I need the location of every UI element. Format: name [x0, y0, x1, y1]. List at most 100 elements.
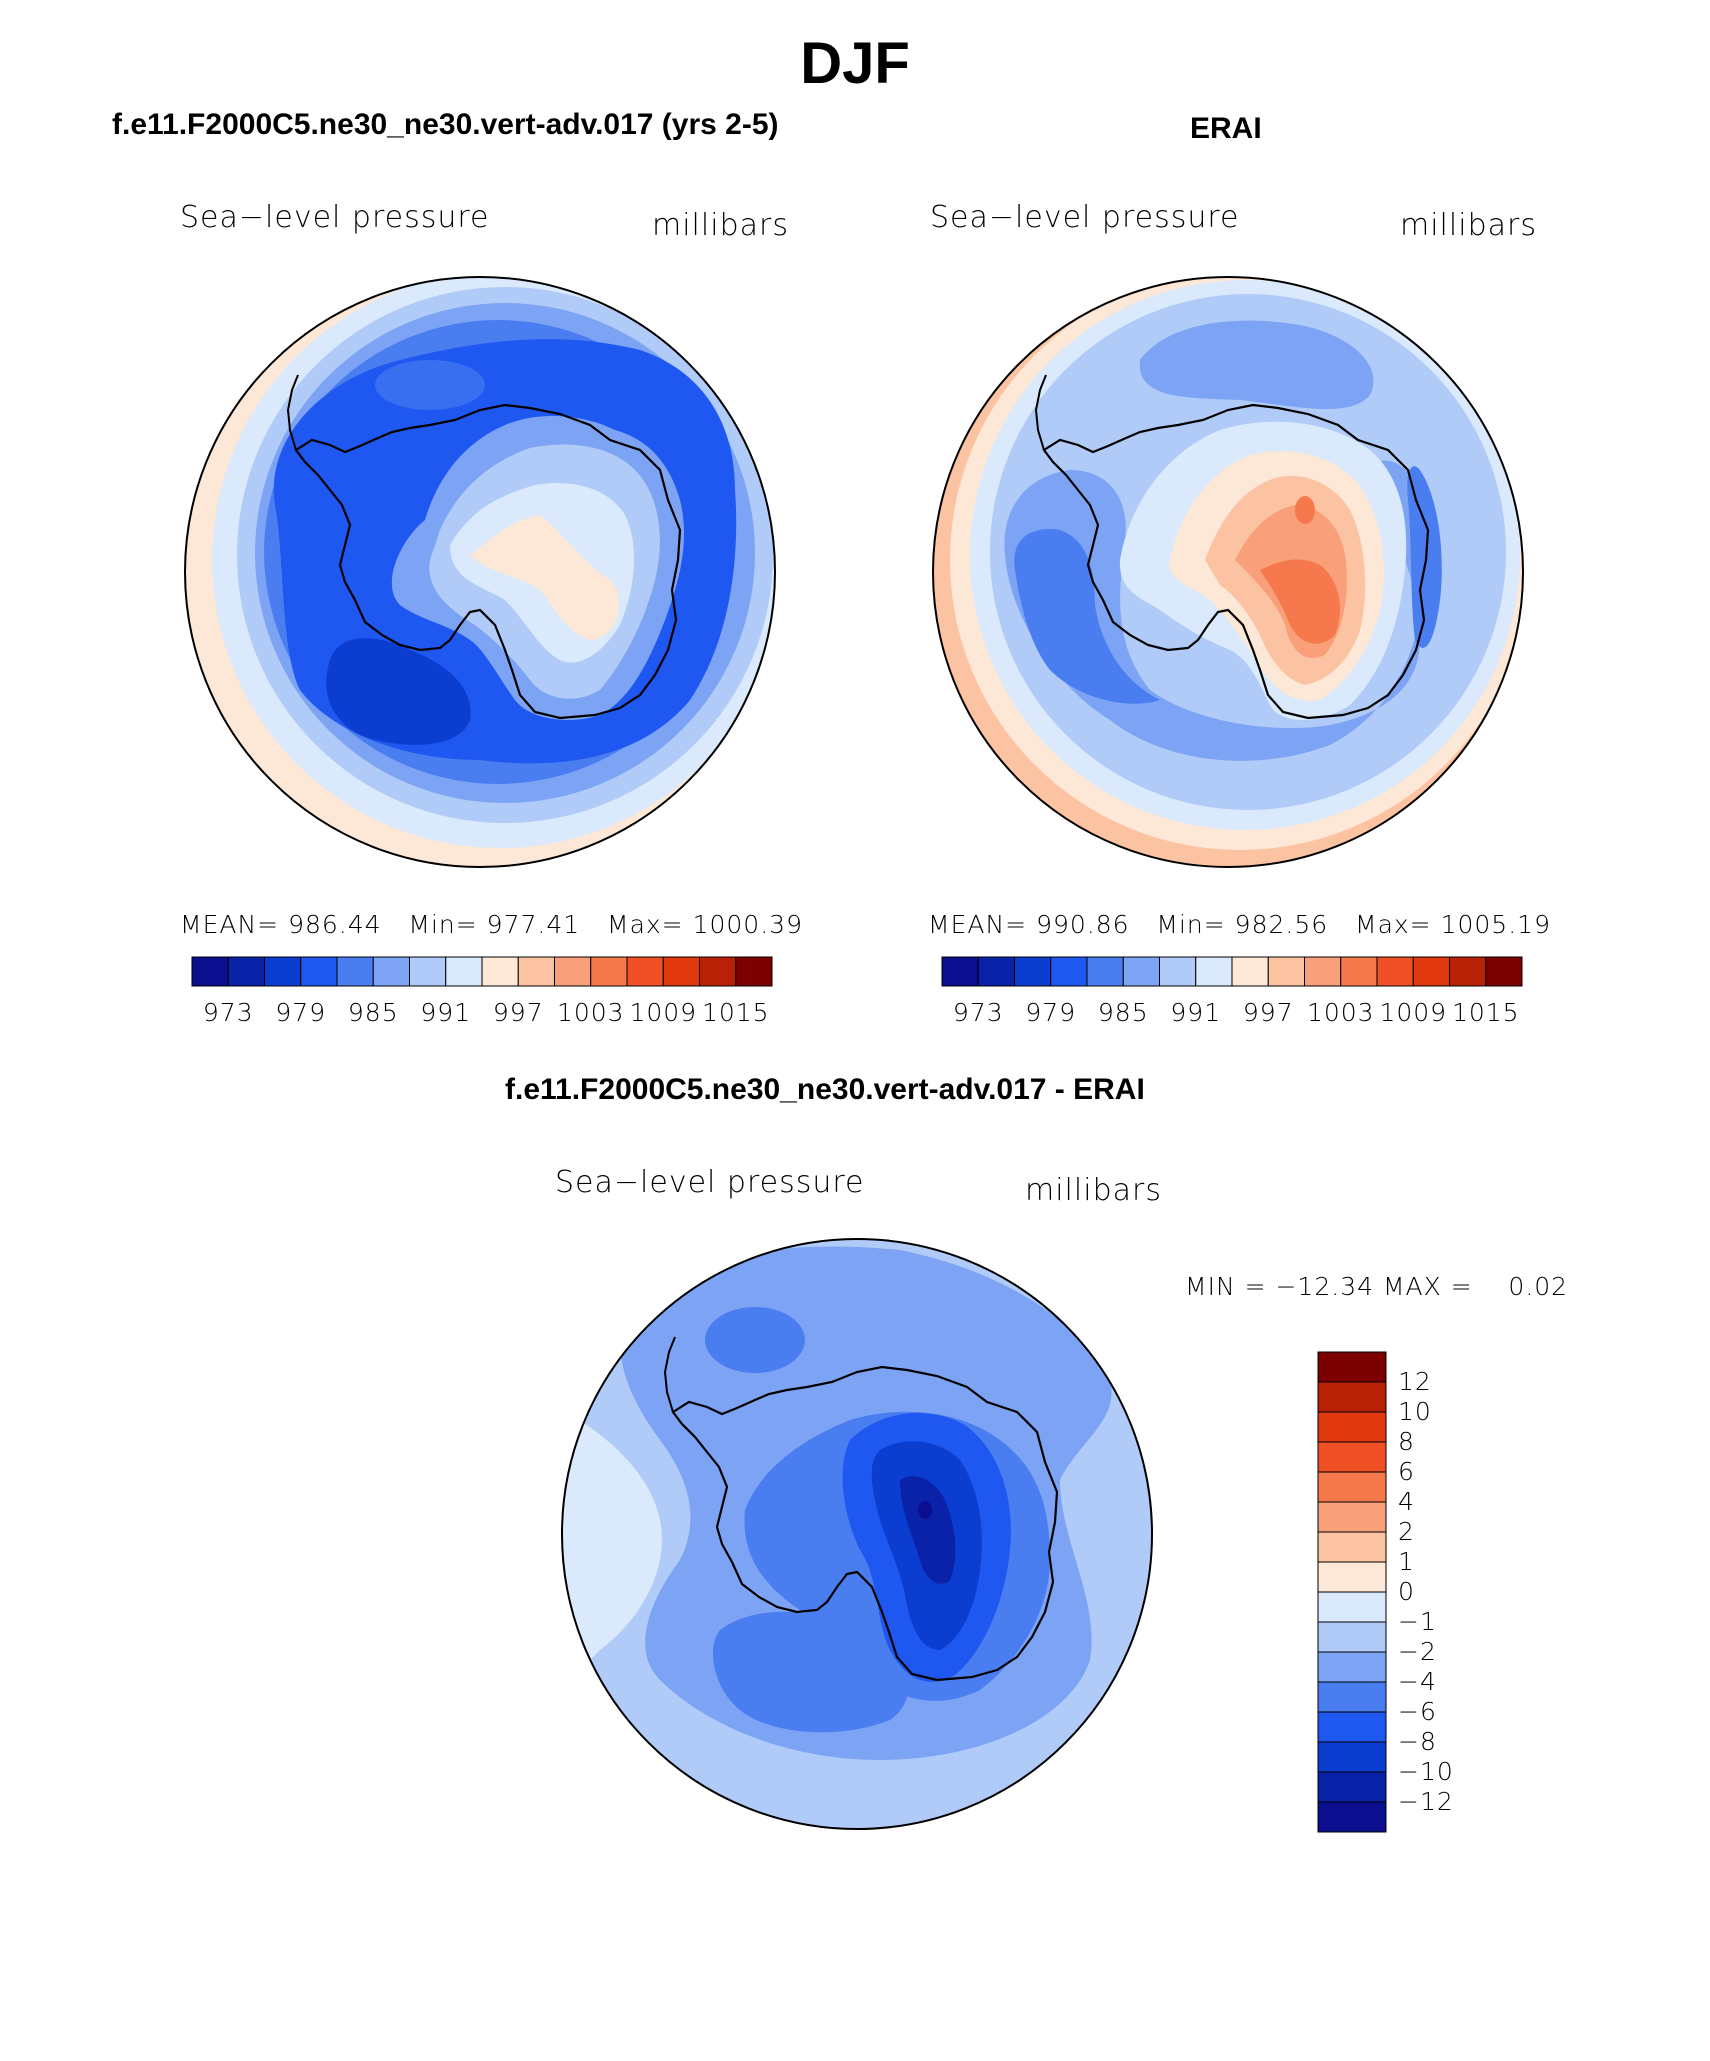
colorbar-2-tick-label: 973: [952, 998, 1004, 1027]
colorbar-1-tick-label: 985: [347, 998, 399, 1027]
colorbar-3-tick-label: −10: [1398, 1757, 1454, 1786]
colorbar-3-swatch: [1317, 1501, 1387, 1533]
map-1-antarctic-high: [470, 515, 620, 640]
panel-2-units-label: millibars: [1400, 208, 1537, 243]
colorbar-2-swatch: [1195, 956, 1233, 987]
colorbar-1-tick-label: 997: [492, 998, 544, 1027]
panel-2-max-value: 1005.19: [1440, 910, 1551, 939]
colorbar-2-swatch: [1086, 956, 1124, 987]
panel-1-variable-label: Sea−level pressure: [180, 200, 490, 235]
colorbar-3-swatch: [1317, 1381, 1387, 1413]
colorbar-2-swatch: [1340, 956, 1378, 987]
colorbar-2-swatch: [1267, 956, 1305, 987]
map-1-contour-patch: [375, 360, 485, 410]
colorbar-1-swatch: [699, 956, 737, 987]
map-2-antarctic-high-spot: [1295, 496, 1315, 524]
map-panel-3: [562, 1239, 1152, 1829]
map-2-peninsula: [1034, 374, 1047, 451]
colorbar-3-tick-label: 4: [1398, 1487, 1415, 1516]
colorbar-1-swatch: [372, 956, 410, 987]
colorbar-1-swatch: [300, 956, 338, 987]
colorbar-panel-3: [1317, 1351, 1387, 1833]
colorbar-1-swatch: [626, 956, 664, 987]
map-3-contour-neg1: [562, 1400, 662, 1700]
colorbar-1-tick-label: 1015: [701, 998, 770, 1027]
colorbar-3-swatch: [1317, 1591, 1387, 1623]
map-2-contour-985-north: [1139, 320, 1374, 410]
colorbar-1-swatch: [227, 956, 265, 987]
map-1-low-center: [326, 638, 471, 745]
panel-2-max-label: Max=: [1355, 910, 1432, 939]
colorbar-2-tick-label: 1015: [1451, 998, 1520, 1027]
colorbar-2-swatch: [1231, 956, 1269, 987]
colorbar-3-swatch: [1317, 1771, 1387, 1803]
map-2-contour-982-east: [1407, 466, 1442, 648]
colorbar-2-swatch: [1449, 956, 1487, 987]
map-2-coastline: [1042, 403, 1430, 720]
colorbar-3-swatch: [1317, 1351, 1387, 1383]
colorbar-2-tick-label: 979: [1025, 998, 1077, 1027]
colorbar-2-swatch: [1304, 956, 1342, 987]
colorbar-1-swatch: [517, 956, 555, 987]
colorbar-1-swatch: [554, 956, 592, 987]
panel-3-title: f.e11.F2000C5.ne30_ne30.vert-adv.017 - E…: [505, 1073, 1145, 1106]
colorbar-2-swatch: [1485, 956, 1523, 987]
colorbar-2-swatch: [1376, 956, 1414, 987]
colorbar-3-tick-label: −1: [1398, 1607, 1437, 1636]
colorbar-3-tick-label: 0: [1398, 1577, 1415, 1606]
colorbar-2-tick-label: 1009: [1379, 998, 1448, 1027]
map-2-outline: [932, 276, 1524, 868]
colorbar-1-tick-label: 1009: [629, 998, 698, 1027]
map-1-peninsula: [286, 374, 299, 451]
colorbar-1-swatch: [735, 956, 773, 987]
colorbar-panel-2: [941, 956, 1523, 987]
colorbar-panel-1: [191, 956, 773, 987]
colorbar-3-tick-label: −6: [1398, 1697, 1437, 1726]
colorbar-3-swatch: [1317, 1471, 1387, 1503]
colorbar-3-tick-label: 8: [1398, 1427, 1415, 1456]
panel-1-mean-value: 986.44: [288, 910, 382, 939]
colorbar-3-swatch: [1317, 1621, 1387, 1653]
colorbar-1-swatch: [662, 956, 700, 987]
colorbar-1-swatch: [445, 956, 483, 987]
colorbar-1-swatch: [481, 956, 519, 987]
panel-2-min-value: 982.56: [1234, 910, 1329, 939]
colorbar-3-swatch: [1317, 1561, 1387, 1593]
panel-1-min-label: Min=: [408, 910, 478, 939]
colorbar-1-tick-label: 1003: [556, 998, 625, 1027]
colorbar-3-tick-label: −2: [1398, 1637, 1437, 1666]
panel-3-stats: MIN = −12.34 MAX = 0.02: [1185, 1272, 1569, 1301]
panel-2-min-label: Min=: [1156, 910, 1226, 939]
panel-1-mean-label: MEAN=: [180, 910, 280, 939]
map-1-coastline: [294, 403, 682, 720]
colorbar-3-tick-label: −4: [1398, 1667, 1437, 1696]
panel-2-mean-value: 990.86: [1036, 910, 1130, 939]
colorbar-3-swatch: [1317, 1741, 1387, 1773]
panel-1-units-label: millibars: [652, 208, 789, 243]
colorbar-2-swatch: [941, 956, 979, 987]
panel-2-stats: MEAN= 990.86 Min= 982.56 Max= 1005.19: [928, 910, 1551, 939]
colorbar-3-tick-label: 10: [1398, 1397, 1432, 1426]
colorbar-1-swatch: [590, 956, 628, 987]
colorbar-3-tick-label: −8: [1398, 1727, 1437, 1756]
colorbar-2-swatch: [1014, 956, 1052, 987]
colorbar-3-swatch: [1317, 1441, 1387, 1473]
colorbar-3-swatch: [1317, 1411, 1387, 1443]
colorbar-2-swatch: [977, 956, 1015, 987]
panel-3-variable-label: Sea−level pressure: [555, 1165, 865, 1200]
map-2-contour-982-west: [1014, 529, 1160, 704]
colorbar-3-tick-label: 2: [1398, 1517, 1415, 1546]
colorbar-3-tick-label: −12: [1398, 1787, 1454, 1816]
panel-1-title: f.e11.F2000C5.ne30_ne30.vert-adv.017 (yr…: [112, 108, 779, 141]
colorbar-1-swatch: [264, 956, 302, 987]
map-panel-1: [185, 277, 775, 867]
panel-2-variable-label: Sea−level pressure: [930, 200, 1240, 235]
colorbar-3-tick-label: 12: [1398, 1367, 1432, 1396]
colorbar-1-swatch: [409, 956, 447, 987]
colorbar-2-swatch: [1159, 956, 1197, 987]
map-2-antarctic-high: [1260, 559, 1340, 644]
colorbar-2-swatch: [1050, 956, 1088, 987]
colorbar-1-tick-label: 979: [275, 998, 327, 1027]
map-3-minimum: [918, 1501, 932, 1519]
map-panel-2: [933, 277, 1523, 867]
